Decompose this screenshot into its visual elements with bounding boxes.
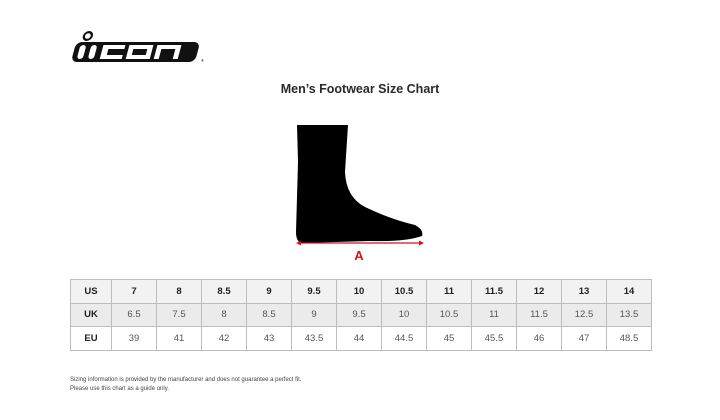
size-cell: 39 [111,326,157,351]
arrow-left-icon [296,240,301,246]
registered-mark: ® [201,58,204,63]
size-cell: 9.5 [336,302,382,327]
size-cell: 8.5 [201,279,247,304]
disclaimer-line-2: Please use this chart as a guide only. [70,385,169,392]
page-title: Men’s Footwear Size Chart [280,82,440,96]
arrow-right-icon [419,240,424,246]
size-cell: 11 [426,279,472,304]
row-header: US [70,279,112,304]
measure-label: A [354,248,364,263]
size-cell: 10 [336,279,382,304]
boot-diagram: A [296,125,424,263]
size-cell: 14 [606,279,652,304]
table-row-uk: UK 6.5 7.5 8 8.5 9 9.5 10 10.5 11 11.5 12.5 13.5 [70,302,652,327]
disclaimer: Sizing information is provided by the ma… [70,376,301,393]
row-header: EU [70,326,112,351]
size-cell: 10.5 [426,302,472,327]
size-table: US 7 8 8.5 9 9.5 10 10.5 11 11.5 12 13 14 UK 6.5 7.5 8 8.… [70,279,652,351]
size-cell: 9 [291,302,337,327]
size-cell: 43 [246,326,292,351]
size-cell: 44.5 [381,326,427,351]
size-cell: 6.5 [111,302,157,327]
size-cell: 45.5 [471,326,517,351]
boot-silhouette [296,125,423,243]
size-cell: 9.5 [291,279,337,304]
size-cell: 7.5 [156,302,202,327]
size-cell: 10 [381,302,427,327]
size-cell: 7 [111,279,157,304]
size-cell: 12 [516,279,562,304]
icon-brand-logo: ® [72,31,204,63]
size-cell: 13 [561,279,607,304]
size-cell: 43.5 [291,326,337,351]
disclaimer-line-1: Sizing information is provided by the ma… [70,377,302,383]
size-cell: 12.5 [561,302,607,327]
size-cell: 45 [426,326,472,351]
table-row-us: US 7 8 8.5 9 9.5 10 10.5 11 11.5 12 13 14 [70,279,652,304]
size-cell: 8 [156,279,202,304]
size-cell: 9 [246,279,292,304]
size-cell: 8.5 [246,302,292,327]
size-cell: 48.5 [606,326,652,351]
table-row-eu: EU 39 41 42 43 43.5 44 44.5 45 45.5 46 47 48.5 [70,326,652,351]
size-cell: 13.5 [606,302,652,327]
size-cell: 46 [516,326,562,351]
size-cell: 10.5 [381,279,427,304]
size-cell: 44 [336,326,382,351]
size-cell: 11 [471,302,517,327]
size-cell: 8 [201,302,247,327]
size-cell: 42 [201,326,247,351]
size-cell: 11.5 [516,302,562,327]
row-header: UK [70,302,112,327]
size-cell: 11.5 [471,279,517,304]
size-cell: 47 [561,326,607,351]
size-cell: 41 [156,326,202,351]
